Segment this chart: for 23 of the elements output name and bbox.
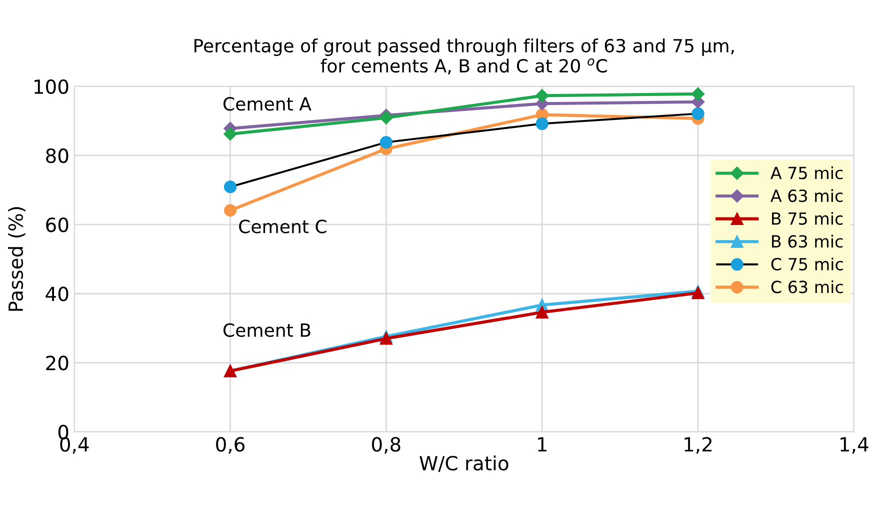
annotation: Cement A bbox=[223, 97, 312, 111]
y-tick-label: 40 bbox=[46, 286, 68, 302]
legend-label: B 63 mic bbox=[772, 234, 843, 248]
x-tick-label: 0,4 bbox=[60, 437, 89, 454]
y-axis-title: Passed (%) bbox=[8, 207, 26, 311]
legend-label: C 75 mic bbox=[771, 258, 843, 270]
y-tick-label: 80 bbox=[46, 148, 68, 164]
y-tick-label: 60 bbox=[46, 217, 68, 232]
annotation: Cement C bbox=[239, 220, 326, 234]
legend-label: C 63 mic bbox=[771, 280, 843, 294]
legend-label: B 75 mic bbox=[772, 212, 843, 225]
x-tick-label: 1 bbox=[538, 437, 546, 452]
x-tick-label: 1,4 bbox=[840, 437, 868, 454]
x-tick-label: 1,2 bbox=[684, 437, 712, 454]
x-tick-label: 0,8 bbox=[372, 437, 400, 454]
y-tick-label: 100 bbox=[34, 79, 68, 94]
x-axis-title: W/C ratio bbox=[420, 455, 508, 472]
y-tick-label: 20 bbox=[46, 356, 68, 370]
chart-title: Percentage of grout passed through filters of 63 and 75 µm, for cements A, B and C at 20 $^{o}$C bbox=[194, 38, 734, 74]
annotation: Cement B bbox=[223, 323, 310, 337]
legend-label: A 63 mic bbox=[770, 189, 843, 202]
legend-label: A 75 mic bbox=[770, 166, 843, 180]
x-tick-label: 0,6 bbox=[216, 437, 245, 454]
